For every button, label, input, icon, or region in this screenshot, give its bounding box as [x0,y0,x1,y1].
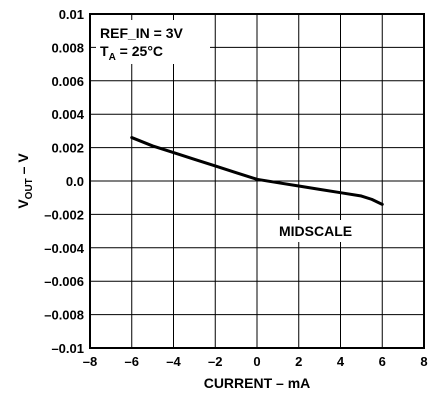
x-tick-label: –8 [83,354,97,369]
annotation-ta-rest: = 25°C [116,43,163,59]
x-tick-label: –2 [208,354,222,369]
curve-label: MIDSCALE [279,223,352,239]
y-tick-label: –0.004 [44,241,85,256]
y-axis-label-main: V [15,199,31,209]
x-axis-label: CURRENT – mA [204,375,311,391]
plot-frame [89,13,425,349]
x-tick-label: 8 [420,354,427,369]
y-axis-label: VOUT – V [15,153,35,209]
y-axis-label-suffix: – V [15,153,31,179]
annotation-temperature: TA = 25°C [100,43,163,63]
y-tick-label: –0.002 [44,207,84,222]
x-tick-label: 0 [253,354,260,369]
grid [89,13,425,349]
x-tick-label: 2 [295,354,302,369]
y-tick-label: 0.004 [51,107,84,122]
y-tick-label: 0.0 [66,174,84,189]
x-tick-label: –6 [125,354,139,369]
y-tick-label: –0.01 [51,341,84,356]
y-tick-label: –0.006 [44,274,84,289]
curve-label-box [273,220,367,242]
annotation-box [96,20,210,64]
y-tick-label: 0.008 [51,40,84,55]
annotation-ref-in: REF_IN = 3V [100,25,184,41]
x-tick-label: 4 [337,354,345,369]
y-tick-label: 0.002 [51,141,84,156]
tick-labels: –8 –6 –4 –2 0 2 4 6 8 0.01 0.008 0.006 0.004 0.002 0.0… [44,7,427,369]
y-tick-label: –0.008 [44,308,84,323]
series-line-midscale [130,136,384,206]
y-tick-label: 0.01 [59,7,84,22]
x-tick-label: –4 [166,354,181,369]
annotation-ta-sub: A [109,52,116,63]
y-axis-label-sub: OUT [24,178,35,199]
annotation-ta-main: T [100,43,109,59]
x-tick-label: 6 [379,354,386,369]
y-tick-label: 0.006 [51,74,84,89]
